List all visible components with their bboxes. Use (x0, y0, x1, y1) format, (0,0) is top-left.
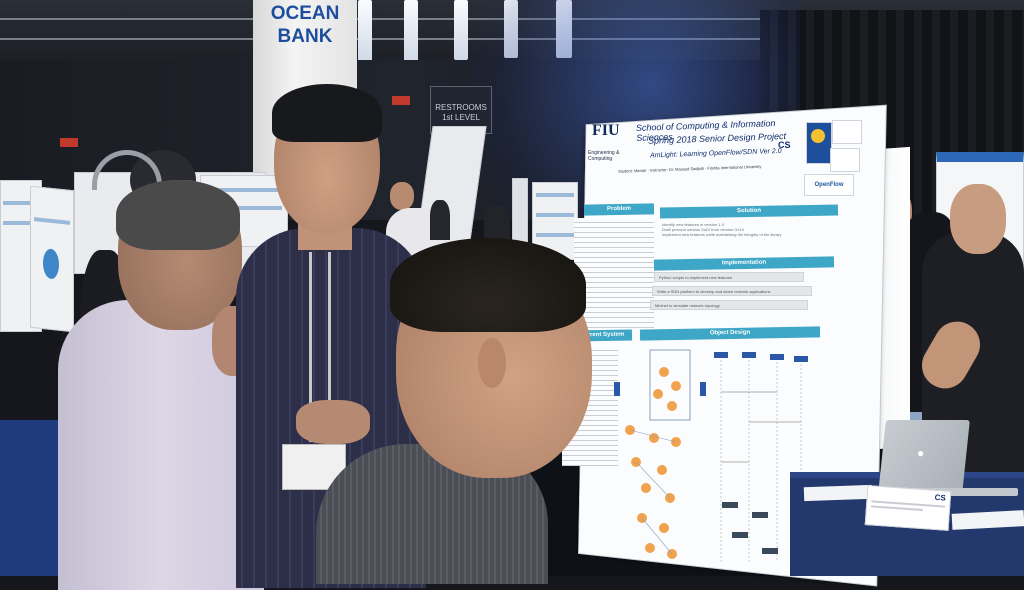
partner-logo (832, 120, 862, 144)
implementation-item: Python scripts to implement new features (654, 272, 804, 282)
apple-logo-icon: ● (917, 446, 924, 460)
problem-text (574, 218, 654, 328)
ceiling-light (454, 0, 468, 60)
fiu-logo: FIU (592, 122, 626, 152)
person-center-hair (272, 84, 382, 142)
person-front-hair (390, 238, 586, 332)
cs-logo: CS (778, 140, 791, 150)
paper-sheet (804, 485, 872, 501)
table-card-logo: CS (872, 490, 946, 501)
ocean-bank-sign-line2: BANK (253, 25, 357, 48)
attendee (430, 200, 450, 240)
attendee-right-front-head (950, 184, 1006, 254)
solution-item: Implement new features while maintaining… (662, 232, 832, 237)
background-poster (512, 178, 528, 246)
implementation-item: Write a SDN platform to develop and shar… (652, 286, 812, 296)
person-front-ear (478, 338, 506, 388)
background-poster (30, 186, 74, 333)
person-left-hair (116, 180, 240, 250)
exit-sign (392, 96, 410, 105)
solution-list: Identify new features in version 1.4 Dra… (662, 222, 832, 237)
openflow-logo: OpenFlow (804, 174, 854, 196)
table-name-card: CS (865, 485, 952, 531)
person-center-hand (296, 400, 370, 444)
implementation-item: Mininet to simulate network topology (650, 300, 808, 310)
restrooms-sign-line2: 1st LEVEL (431, 113, 491, 123)
section-problem: Problem (584, 203, 654, 215)
ceiling-light (358, 0, 372, 64)
ocean-bank-sign-line1: OCEAN (253, 2, 357, 25)
display-table (0, 420, 60, 576)
ocean-bank-sign: OCEAN BANK (253, 2, 357, 48)
ceiling-light (404, 0, 418, 62)
exit-sign (60, 138, 78, 147)
class-diagram (606, 342, 716, 572)
restrooms-sign-line1: RESTROOMS (431, 103, 491, 113)
attendee-head (390, 182, 414, 210)
fiu-logo-subtitle: Engineering & Computing (588, 150, 628, 162)
partner-logo (806, 122, 832, 164)
partner-logo (830, 148, 860, 172)
